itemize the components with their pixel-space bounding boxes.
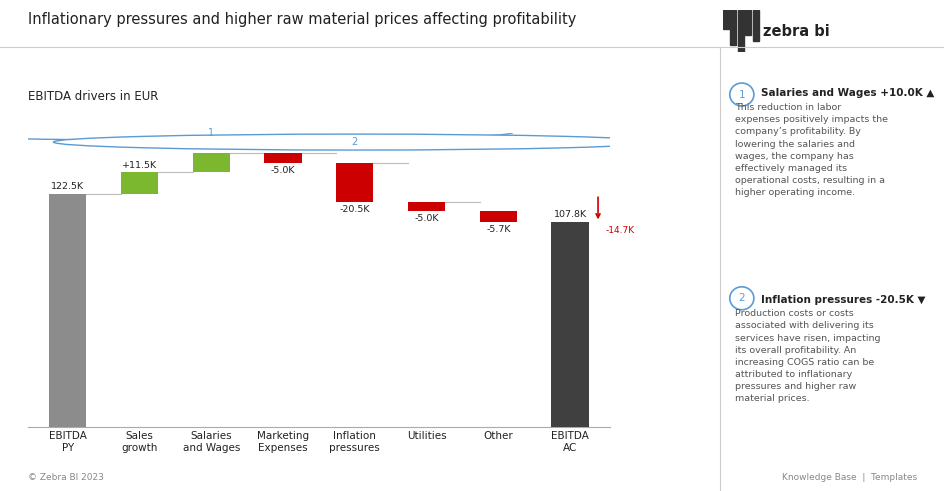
Bar <box>737 10 743 52</box>
Circle shape <box>54 134 655 150</box>
Bar <box>730 10 735 45</box>
Bar <box>49 194 87 427</box>
Text: -5.0K: -5.0K <box>413 214 438 223</box>
Text: 1: 1 <box>737 89 745 100</box>
Text: -20.5K: -20.5K <box>339 205 370 214</box>
Text: +11.5K: +11.5K <box>122 161 157 169</box>
Circle shape <box>729 287 753 310</box>
Bar <box>551 222 588 427</box>
Text: Inflation pressures -20.5K ▼: Inflation pressures -20.5K ▼ <box>760 295 924 304</box>
Text: Production costs or costs
associated with delivering its
services have risen, im: Production costs or costs associated wit… <box>734 309 880 404</box>
Text: 122.5K: 122.5K <box>51 183 84 191</box>
Text: 2: 2 <box>737 293 745 303</box>
Bar <box>751 10 758 41</box>
Bar <box>745 10 750 35</box>
Circle shape <box>729 83 753 106</box>
Bar <box>480 212 516 222</box>
Text: This reduction in labor
expenses positively impacts the
company’s profitability.: This reduction in labor expenses positiv… <box>734 103 887 197</box>
Text: Salaries and Wages +10.0K ▲: Salaries and Wages +10.0K ▲ <box>760 88 933 98</box>
Circle shape <box>0 125 513 140</box>
Bar <box>408 202 445 212</box>
Text: 107.8K: 107.8K <box>553 211 586 219</box>
Text: © Zebra BI 2023: © Zebra BI 2023 <box>28 473 104 482</box>
Text: zebra bi: zebra bi <box>763 24 829 39</box>
Text: Inflationary pressures and higher raw material prices affecting profitability: Inflationary pressures and higher raw ma… <box>28 12 576 27</box>
Text: +10.0K: +10.0K <box>194 141 228 151</box>
Text: -5.7K: -5.7K <box>485 225 510 234</box>
Text: -14.7K: -14.7K <box>604 226 633 235</box>
Text: EBITDA drivers in EUR: EBITDA drivers in EUR <box>28 90 159 103</box>
Text: 1: 1 <box>208 128 214 137</box>
Bar <box>264 154 301 163</box>
Bar <box>336 163 373 202</box>
Text: -5.0K: -5.0K <box>271 166 295 175</box>
Bar <box>193 154 229 172</box>
Bar <box>722 10 728 28</box>
Text: Knowledge Base  |  Templates: Knowledge Base | Templates <box>781 473 916 482</box>
Bar <box>121 172 158 194</box>
Text: 2: 2 <box>351 137 358 147</box>
